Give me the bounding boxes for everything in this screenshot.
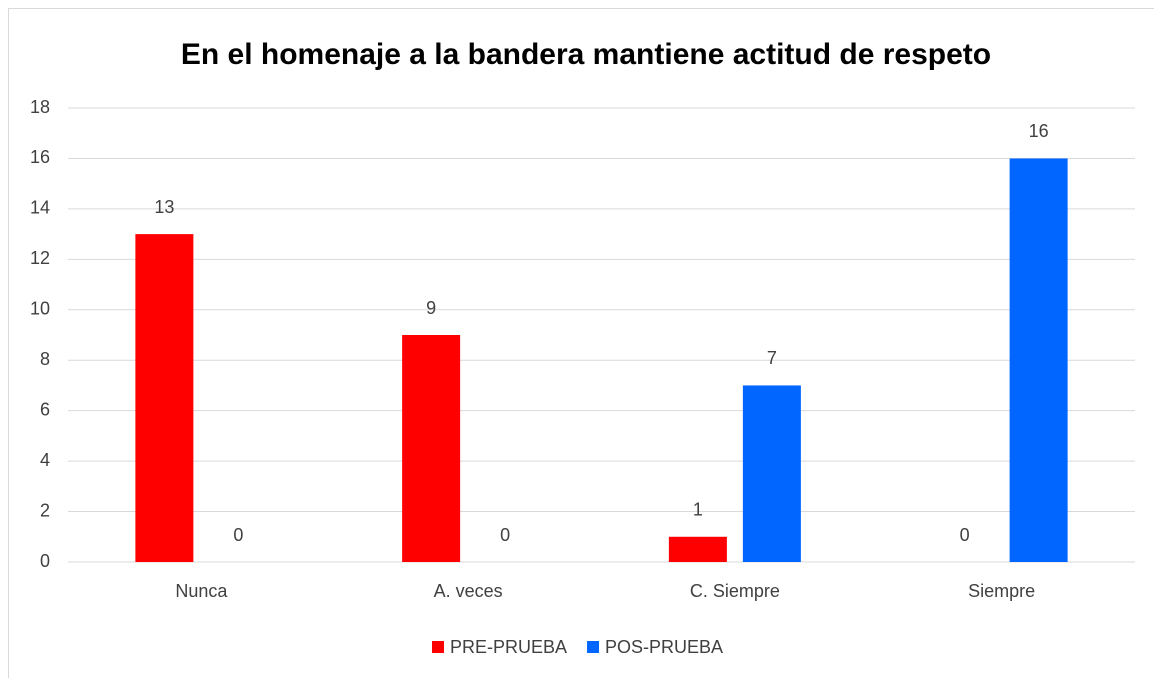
legend-swatch — [587, 641, 600, 653]
data-label: 16 — [1029, 121, 1049, 141]
bar — [402, 335, 461, 562]
x-tick-label: A. veces — [434, 581, 503, 601]
y-tick-label: 14 — [30, 198, 50, 218]
data-label: 9 — [426, 298, 436, 318]
data-label: 7 — [767, 348, 777, 368]
x-tick-label: Siempre — [968, 581, 1035, 601]
y-tick-label: 18 — [30, 97, 50, 117]
legend-label: PRE-PRUEBA — [450, 637, 567, 657]
y-tick-label: 12 — [30, 248, 50, 268]
x-tick-label: C. Siempre — [690, 581, 780, 601]
x-tick-label: Nunca — [175, 581, 228, 601]
y-tick-label: 4 — [40, 450, 50, 470]
y-tick-label: 8 — [40, 349, 50, 369]
data-label: 1 — [693, 500, 703, 520]
y-tick-label: 2 — [40, 500, 50, 520]
data-label: 0 — [233, 525, 243, 545]
bar — [668, 536, 727, 562]
chart-border — [8, 8, 1154, 678]
bar — [1009, 158, 1068, 562]
y-tick-label: 16 — [30, 147, 50, 167]
data-label: 0 — [960, 525, 970, 545]
chart-title: En el homenaje a la bandera mantiene act… — [181, 38, 991, 71]
y-tick-label: 10 — [30, 299, 50, 319]
data-label: 0 — [500, 525, 510, 545]
legend-swatch — [432, 641, 444, 653]
legend-label: POS-PRUEBA — [605, 637, 723, 657]
y-tick-label: 6 — [40, 399, 50, 419]
bar — [135, 234, 194, 562]
bar — [742, 385, 801, 562]
y-tick-label: 0 — [40, 551, 50, 571]
data-label: 13 — [154, 197, 174, 217]
